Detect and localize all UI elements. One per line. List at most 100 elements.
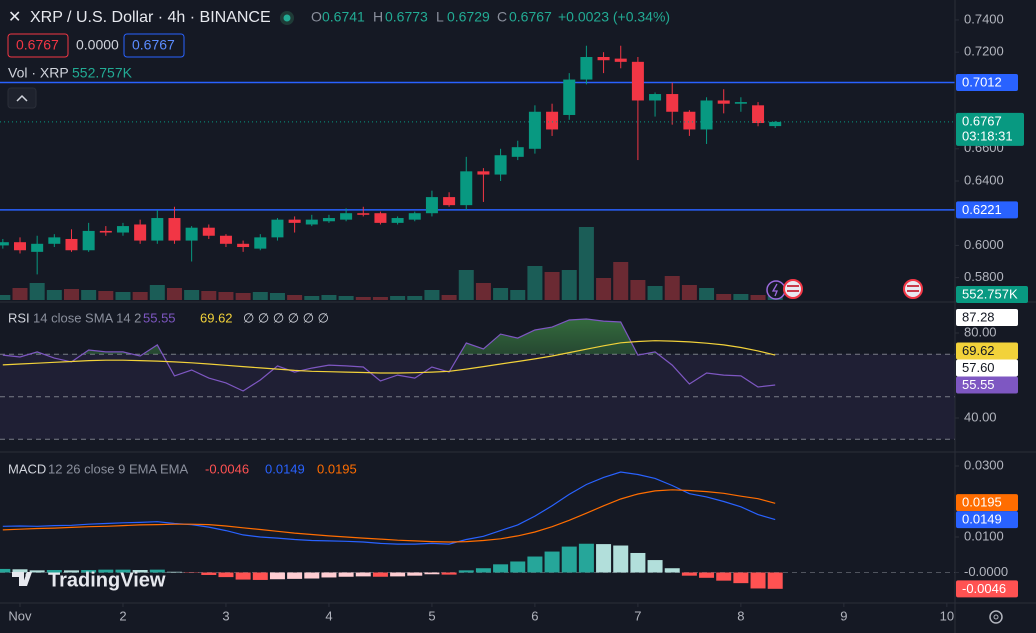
histogram-bar xyxy=(767,572,783,589)
flag-stripe xyxy=(907,290,919,292)
x-tick-label: 9 xyxy=(840,608,847,623)
price-badge-label: 0.6767 xyxy=(962,113,1002,128)
price-badge-label: 0.0149 xyxy=(962,512,1002,527)
volume-bar xyxy=(527,266,543,300)
settings-icon[interactable] xyxy=(989,610,1003,624)
candle-body xyxy=(202,227,215,236)
histogram-bar xyxy=(664,568,680,573)
histogram-bar xyxy=(304,572,320,579)
volume-bar xyxy=(98,291,114,300)
legend-value: 0.0149 xyxy=(265,461,305,476)
y-tick-label: 0.5800 xyxy=(964,269,1004,284)
close-icon[interactable]: ✕ xyxy=(8,9,21,26)
candle-body xyxy=(683,111,696,130)
volume-bar xyxy=(355,297,371,300)
buy-button[interactable] xyxy=(123,33,185,58)
logo-dot xyxy=(25,572,31,578)
histogram-bar xyxy=(544,551,560,573)
x-tick-label: 10 xyxy=(940,608,954,623)
y-tick-label: 0.6000 xyxy=(964,237,1004,252)
volume-bar xyxy=(510,290,526,300)
histogram-bar xyxy=(63,570,79,573)
candle-body xyxy=(254,237,267,249)
x-tick-label: 8 xyxy=(737,608,744,623)
event-icon[interactable] xyxy=(766,280,786,300)
volume-bar xyxy=(321,295,337,300)
x-tick-label: 2 xyxy=(119,608,126,623)
price-badge-label: 0.6221 xyxy=(962,202,1002,217)
y-tick-label: 0.6400 xyxy=(964,172,1004,187)
candle-body xyxy=(391,218,404,223)
y-tick-label: -0.0000 xyxy=(964,564,1008,579)
histogram-bar xyxy=(12,569,28,573)
volume-bar xyxy=(218,292,234,300)
indicator-title[interactable]: RSI xyxy=(8,310,30,325)
histogram-bar xyxy=(132,570,148,573)
flag-stripe xyxy=(787,285,799,287)
candle-body xyxy=(425,197,438,214)
legend-value: 55.55 xyxy=(143,310,176,325)
histogram-bar xyxy=(390,572,406,577)
candle-body xyxy=(494,155,507,175)
histogram-bar xyxy=(527,556,543,573)
price-badge xyxy=(956,309,1018,327)
x-tick-label: 5 xyxy=(428,608,435,623)
histogram-bar xyxy=(218,572,234,578)
candle-body xyxy=(134,224,147,241)
sell-price: 0.6767 xyxy=(16,37,59,53)
candle-body xyxy=(82,230,95,251)
histogram-bar xyxy=(750,572,766,589)
volume-bar xyxy=(46,290,62,300)
candle-body xyxy=(31,243,44,252)
ohlc-key: H xyxy=(373,9,383,25)
sell-button[interactable] xyxy=(7,33,69,58)
histogram-bar xyxy=(458,570,474,573)
histogram-bar xyxy=(0,568,11,573)
volume-bar xyxy=(0,295,11,300)
volume-bar xyxy=(699,288,715,300)
volume-bar xyxy=(458,270,474,300)
histogram-bar xyxy=(166,571,182,573)
volume-bar xyxy=(372,297,388,300)
price-badge xyxy=(956,112,1024,146)
symbol-title[interactable]: XRP / U.S. Dollar · 4h · BINANCE xyxy=(30,9,271,26)
histogram-bar xyxy=(407,572,423,576)
histogram-bar xyxy=(613,545,629,573)
volume-bar xyxy=(493,288,509,300)
candle-body xyxy=(546,111,559,130)
histogram-bar xyxy=(81,570,97,573)
candle-body xyxy=(614,58,627,62)
y-tick-label: 0.7200 xyxy=(964,44,1004,59)
collapse-button[interactable] xyxy=(7,87,37,109)
indicator-line xyxy=(2,318,776,392)
histogram-bar xyxy=(149,569,165,573)
ohlc-key: L xyxy=(436,9,444,25)
indicator-title[interactable]: MACD xyxy=(8,461,46,476)
indicator-params: 14 close SMA 14 2 xyxy=(33,310,141,325)
watermark: TradingView xyxy=(48,569,166,591)
flag-icon[interactable] xyxy=(783,279,803,299)
chevron-icon xyxy=(16,94,28,102)
volume-bar xyxy=(716,294,732,300)
indicator-line xyxy=(2,340,776,374)
candle-body xyxy=(0,242,9,246)
flag-icon[interactable] xyxy=(903,279,923,299)
candle-body xyxy=(460,171,473,206)
x-tick-label: 3 xyxy=(222,608,229,623)
candle-body xyxy=(271,219,284,238)
candle-body xyxy=(700,100,713,130)
volume-bar xyxy=(132,292,148,300)
volume-bar xyxy=(184,290,200,300)
x-tick-label: 7 xyxy=(634,608,641,623)
countdown-label: 03:18:31 xyxy=(962,128,1013,143)
candle-body xyxy=(65,238,78,251)
histogram-bar xyxy=(372,572,388,577)
volume-title: Vol · XRP xyxy=(8,65,69,81)
candle-body xyxy=(374,213,387,223)
histogram-bar xyxy=(475,568,491,573)
volume-bar xyxy=(750,295,766,300)
x-tick-label: 4 xyxy=(325,608,332,623)
indicator-line xyxy=(2,471,776,545)
histogram-bar xyxy=(578,543,594,573)
candle-body xyxy=(219,235,232,244)
